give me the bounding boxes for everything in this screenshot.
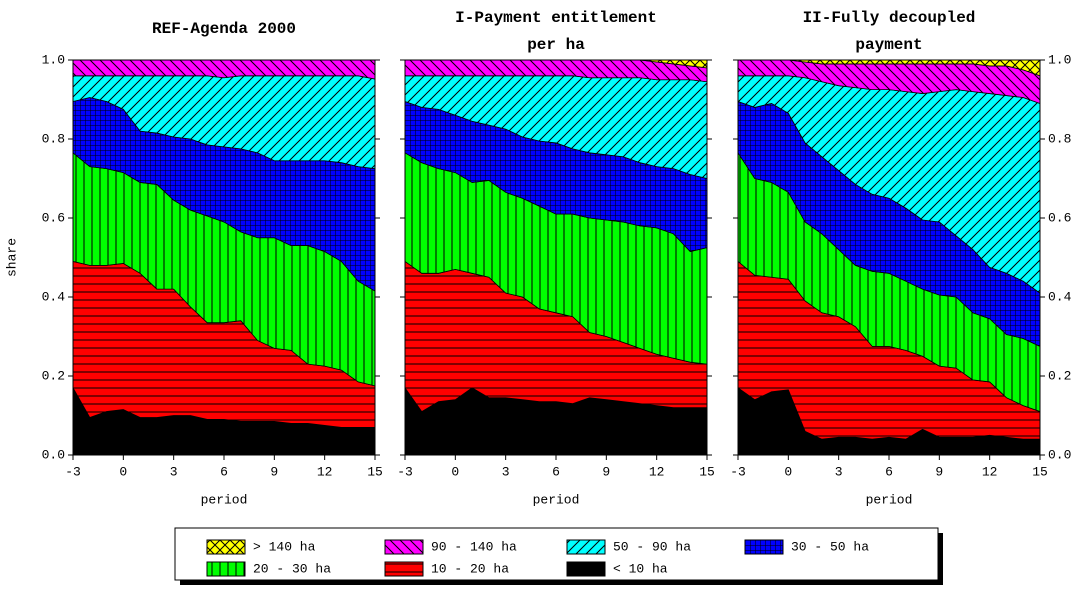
x-tick-label: 12 [317,464,333,479]
y-axis-label: share [4,238,19,277]
x-tick-label: 15 [699,464,715,479]
legend-swatch [206,561,246,577]
x-tick-label: 12 [649,464,665,479]
x-tick-label: 6 [885,464,893,479]
legend-label: > 140 ha [253,539,316,554]
y-tick-label: 1.0 [42,52,65,67]
y-tick-label: 0.8 [42,131,65,146]
area [72,59,376,80]
x-tick-label: 12 [982,464,998,479]
legend-label: 90 - 140 ha [431,539,517,554]
x-tick-label: -3 [730,464,746,479]
legend-swatch [384,561,424,577]
y-tick-label: 1.0 [1048,52,1071,67]
x-tick-label: 9 [270,464,278,479]
x-tick-label: 0 [119,464,127,479]
x-tick-label: 3 [170,464,178,479]
y-tick-label: 0.8 [1048,131,1071,146]
x-tick-label: 9 [935,464,943,479]
x-axis-label: period [866,492,913,507]
chart-title: per ha [527,36,585,54]
chart-title: REF-Agenda 2000 [152,20,296,38]
y-tick-label: 0.6 [1048,210,1071,225]
y-tick-label: 0.4 [42,289,66,304]
x-tick-label: 3 [502,464,510,479]
y-tick-label: 0.0 [42,447,65,462]
chart-title: payment [855,36,922,54]
legend-swatch [566,561,606,577]
legend-label: 20 - 30 ha [253,561,331,576]
y-tick-label: 0.4 [1048,289,1072,304]
x-tick-label: 9 [602,464,610,479]
chart-title: II-Fully decoupled [803,9,976,27]
legend-label: 50 - 90 ha [613,539,691,554]
legend-label: 30 - 50 ha [791,539,869,554]
y-tick-label: 0.0 [1048,447,1071,462]
x-tick-label: 0 [451,464,459,479]
legend-label: 10 - 20 ha [431,561,509,576]
chart-title: I-Payment entitlement [455,9,657,27]
legend-swatch [744,539,784,555]
x-axis-label: period [533,492,580,507]
x-axis-label: period [201,492,248,507]
legend-box [174,527,939,581]
y-tick-label: 0.2 [42,368,65,383]
y-tick-label: 0.2 [1048,368,1071,383]
x-tick-label: 6 [552,464,560,479]
legend-label: < 10 ha [613,561,668,576]
x-tick-label: 15 [1032,464,1048,479]
x-tick-label: 0 [784,464,792,479]
legend-swatch [566,539,606,555]
legend-swatch [206,539,246,555]
legend-swatch [384,539,424,555]
x-tick-label: -3 [397,464,413,479]
x-tick-label: 3 [835,464,843,479]
x-tick-label: -3 [65,464,81,479]
y-tick-label: 0.6 [42,210,65,225]
x-tick-label: 15 [367,464,383,479]
x-tick-label: 6 [220,464,228,479]
